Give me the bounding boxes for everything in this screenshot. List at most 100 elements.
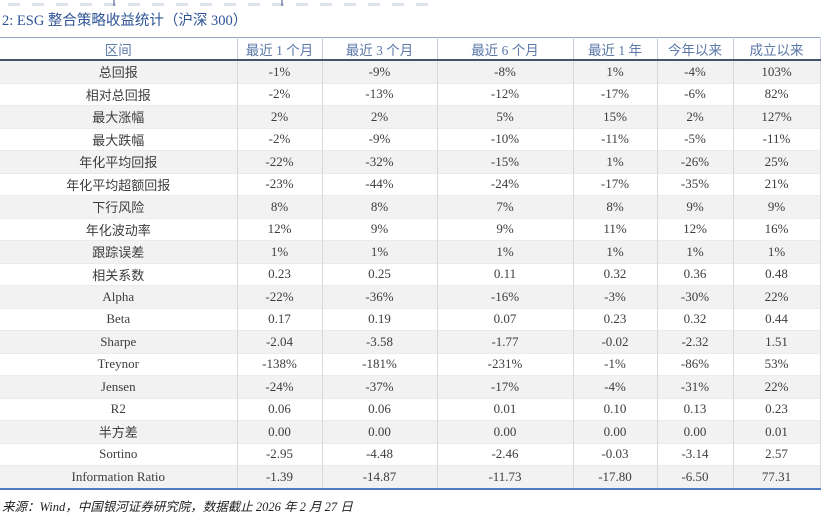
cropped-text-artifact (281, 0, 283, 6)
table-cell: 0.32 (572, 262, 657, 286)
table-cell: 0.17 (236, 307, 322, 331)
column-header: 今年以来 (656, 37, 733, 60)
table-cell: 2% (236, 105, 322, 128)
table-cell: 8% (321, 195, 437, 218)
table-cell: -2% (236, 127, 322, 151)
table-cell: -1% (236, 59, 322, 83)
table-cell: 77.31 (732, 465, 821, 489)
table-cell: 82% (732, 82, 821, 106)
table-cell: -17.80 (572, 465, 657, 489)
row-label: Sharpe (0, 330, 237, 353)
table-cell: 2% (321, 105, 437, 128)
table-cell: 22% (732, 285, 821, 308)
row-label: 跟踪误差 (0, 240, 237, 263)
table-cell: 103% (732, 59, 821, 83)
table-cell: 1% (436, 240, 573, 263)
table-cell: -86% (656, 352, 733, 376)
table-cell: 0.06 (321, 397, 437, 421)
table-cell: -3% (572, 285, 657, 308)
table-cell: 0.00 (236, 420, 322, 443)
table-row: 相关系数 0.23 0.25 0.11 0.32 0.36 0.48 (0, 262, 821, 286)
table-cell: 0.01 (732, 420, 821, 443)
table-cell: -10% (436, 127, 573, 151)
column-header: 最近 1 年 (572, 37, 657, 60)
table-row: Treynor -138% -181% -231% -1% -86% 53% (0, 352, 821, 376)
table-row: Alpha -22% -36% -16% -3% -30% 22% (0, 285, 821, 308)
table-cell: -15% (436, 150, 573, 173)
table-row: Beta 0.17 0.19 0.07 0.23 0.32 0.44 (0, 307, 821, 331)
table-cell: 1.51 (732, 330, 821, 353)
table-cell: -11.73 (436, 465, 573, 489)
table-row: Sharpe -2.04 -3.58 -1.77 -0.02 -2.32 1.51 (0, 330, 821, 353)
table-cell: 9% (656, 195, 733, 218)
table-cell: 16% (732, 217, 821, 241)
table-cell: 12% (656, 217, 733, 241)
row-label: 相对总回报 (0, 82, 237, 106)
row-label: Treynor (0, 352, 237, 376)
column-header-period: 区间 (104, 42, 132, 58)
table-cell: -36% (321, 285, 437, 308)
column-header: 最近 3 个月 (321, 37, 437, 60)
table-cell: 0.19 (321, 307, 437, 331)
table-row: 最大跌幅 -2% -9% -10% -11% -5% -11% (0, 127, 821, 151)
table-row: Jensen -24% -37% -17% -4% -31% 22% (0, 375, 821, 398)
cropped-text-artifact (113, 0, 115, 6)
table-cell: -1.39 (236, 465, 322, 489)
table-row: 跟踪误差 1% 1% 1% 1% 1% 1% (0, 240, 821, 263)
table-cell: 0.23 (732, 397, 821, 421)
table-cell: 0.00 (436, 420, 573, 443)
table-cell: 5% (436, 105, 573, 128)
table-cell: -11% (732, 127, 821, 151)
table-row: 下行风险 8% 8% 7% 8% 9% 9% (0, 195, 821, 218)
column-header: 成立以来 (732, 37, 821, 60)
table-cell: 0.13 (656, 397, 733, 421)
table-cell: -2.32 (656, 330, 733, 353)
table-cell: 0.00 (321, 420, 437, 443)
table-cell: -6% (656, 82, 733, 106)
table-cell: -17% (436, 375, 573, 398)
table-cell: 1% (572, 59, 657, 83)
table-row: 年化平均超额回报 -23% -44% -24% -17% -35% 21% (0, 172, 821, 196)
table-cell: -6.50 (656, 465, 733, 489)
table-cell: -35% (656, 172, 733, 196)
table-cell: -2.95 (236, 442, 322, 466)
row-label: 总回报 (0, 59, 237, 83)
table-cell: 11% (572, 217, 657, 241)
table-cell: 1% (572, 240, 657, 263)
table-cell: 0.00 (572, 420, 657, 443)
table-cell: -2.46 (436, 442, 573, 466)
table-cell: 9% (436, 217, 573, 241)
table-cell: -22% (236, 285, 322, 308)
table-cell: 0.25 (321, 262, 437, 286)
table-cell: -44% (321, 172, 437, 196)
table-cell: 0.06 (236, 397, 322, 421)
table-cell: 8% (236, 195, 322, 218)
row-label: 最大涨幅 (0, 105, 237, 128)
table-cell: -12% (436, 82, 573, 106)
table-cell: -4.48 (321, 442, 437, 466)
table-header-row: 区间 最近 1 个月 最近 3 个月 最近 6 个月 最近 1 年今年以来 成立以来 (0, 37, 821, 60)
table-cell: -14.87 (321, 465, 437, 489)
table-cell: 22% (732, 375, 821, 398)
table-cell: -24% (436, 172, 573, 196)
table-body: 总回报 -1% -9% -8% 1% -4% 103% 相对总回报 -2% -13% -12% -17… (0, 59, 821, 489)
table-cell: 53% (732, 352, 821, 376)
table-cell: 1% (656, 240, 733, 263)
row-label: 年化平均超额回报 (0, 172, 237, 196)
column-header: 最近 1 个月 (236, 37, 322, 60)
table-cell: 0.07 (436, 307, 573, 331)
table-cell: 0.00 (656, 420, 733, 443)
table-cell: 21% (732, 172, 821, 196)
table-cell: -231% (436, 352, 573, 376)
esg-returns-table: 区间 最近 1 个月 最近 3 个月 最近 6 个月 最近 1 年今年以来 成立以来 总回… (0, 37, 821, 490)
table-row: R2 0.06 0.06 0.01 0.10 0.13 0.23 (0, 397, 821, 421)
table-cell: 0.10 (572, 397, 657, 421)
table-cell: -4% (572, 375, 657, 398)
table-cell: -17% (572, 172, 657, 196)
table-cell: 1% (732, 240, 821, 263)
table-cell: 9% (732, 195, 821, 218)
table-row: 半方差 0.00 0.00 0.00 0.00 0.00 0.01 (0, 420, 821, 443)
table-cell: 12% (236, 217, 322, 241)
table-cell: 8% (572, 195, 657, 218)
table-cell: -8% (436, 59, 573, 83)
